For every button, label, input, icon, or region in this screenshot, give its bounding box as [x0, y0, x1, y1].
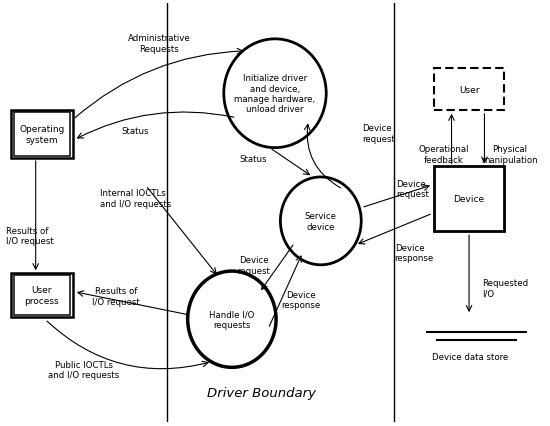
Text: Requested
I/O: Requested I/O — [482, 279, 529, 298]
Bar — [11, 273, 73, 317]
Bar — [434, 69, 504, 111]
Text: Initialize driver
and device,
manage hardware,
unload driver: Initialize driver and device, manage har… — [234, 74, 316, 114]
Text: Operational
feedback: Operational feedback — [419, 145, 469, 164]
Text: User: User — [459, 85, 479, 94]
Text: Status: Status — [122, 127, 149, 136]
Text: Device
response: Device response — [281, 290, 321, 310]
Text: Internal IOCTLs
and I/O requests: Internal IOCTLs and I/O requests — [100, 189, 171, 208]
Text: User
process: User process — [25, 286, 59, 305]
Bar — [434, 167, 504, 232]
Text: Device data store: Device data store — [432, 353, 508, 362]
Text: Results of
I/O request: Results of I/O request — [92, 287, 140, 306]
Text: Operating
system: Operating system — [19, 125, 64, 144]
Text: Device
request: Device request — [237, 256, 270, 275]
Text: Administrative
Requests: Administrative Requests — [128, 34, 190, 54]
Text: Results of
I/O request: Results of I/O request — [6, 226, 53, 246]
Bar — [14, 113, 70, 157]
Text: Status: Status — [239, 155, 267, 164]
Text: Physical
manipulation: Physical manipulation — [481, 145, 538, 164]
Text: Device
request: Device request — [396, 179, 429, 199]
Text: Handle I/O
requests: Handle I/O requests — [209, 310, 255, 329]
Text: Device
response: Device response — [395, 243, 434, 262]
Text: Device
request: Device request — [362, 124, 395, 144]
Text: Public IOCTLs
and I/O requests: Public IOCTLs and I/O requests — [48, 360, 119, 379]
Text: Service
device: Service device — [305, 212, 337, 231]
Bar — [14, 276, 70, 315]
Text: Driver Boundary: Driver Boundary — [207, 386, 316, 399]
Text: Device: Device — [454, 195, 485, 204]
Bar — [11, 111, 73, 159]
